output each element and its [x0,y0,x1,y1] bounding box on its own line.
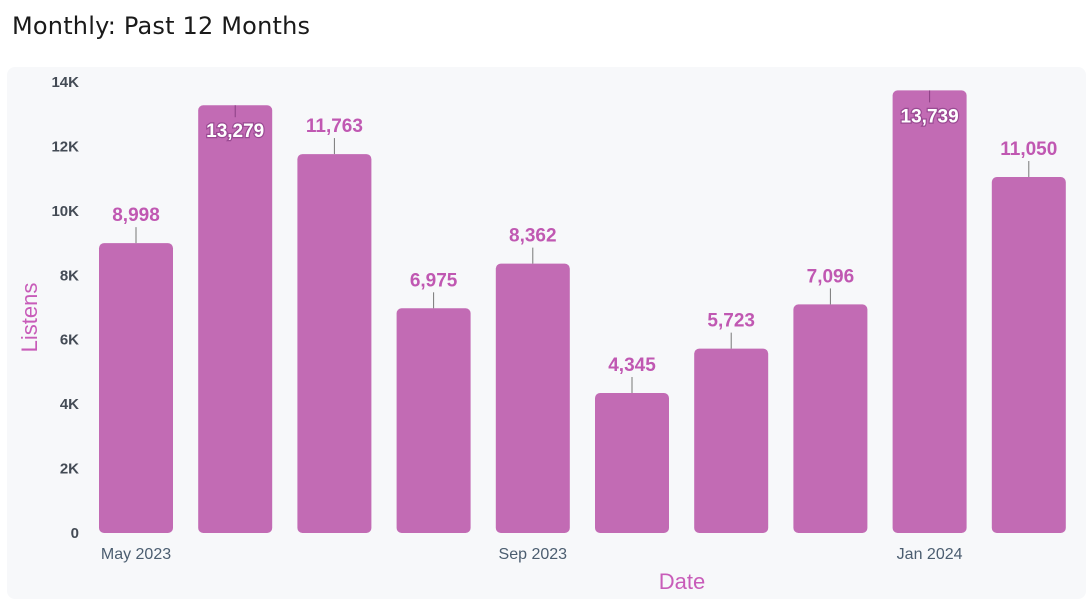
y-tick-label: 14K [51,74,79,91]
bar-value-label: 6,975 [410,270,458,291]
x-axis-title: Date [659,569,705,594]
bar-value-label: 11,763 [306,116,363,137]
bar-value-label: 13,279 [206,121,264,142]
bar [99,243,173,533]
bar-value-label: 8,362 [509,226,557,247]
bar [595,393,669,533]
bar [396,308,471,533]
y-tick-label: 2K [60,461,79,478]
bars: 8,998 13,279 11,763 6,975 8,362 4,345 5,723 7,0… [99,90,1066,533]
x-tick-label: Jan 2024 [897,546,963,563]
bar [495,263,570,533]
bar [297,154,372,533]
x-tick-label: May 2023 [101,546,171,563]
x-axis: May 2023 Sep 2023 Jan 2024 [101,546,963,563]
bar-value-label: 11,050 [1000,139,1057,160]
y-tick-label: 10K [51,203,79,220]
bar [198,105,273,533]
bar [694,348,769,533]
y-tick-label: 12K [51,138,79,155]
y-tick-label: 4K [60,396,79,413]
bar-chart: 0 2K 4K 6K 8K 10K 12K 14K 8,998 13,279 11,763 6,97… [17,74,1066,594]
y-tick-label: 8K [60,267,79,284]
x-tick-label: Sep 2023 [499,546,568,563]
bar-value-label: 4,345 [608,355,656,376]
bar-value-label: 13,739 [901,106,959,127]
bar [793,304,868,533]
bar-value-label: 7,096 [807,266,855,287]
chart-panel: 0 2K 4K 6K 8K 10K 12K 14K 8,998 13,279 11,763 6,97… [7,67,1086,599]
bar-value-label: 5,723 [707,311,755,332]
y-axis: 0 2K 4K 6K 8K 10K 12K 14K [51,74,79,542]
y-tick-label: 6K [60,332,79,349]
bar [892,90,967,533]
bar [991,177,1066,533]
y-tick-label: 0 [71,525,79,542]
bar-value-label: 8,998 [112,205,160,226]
y-axis-title: Listens [17,283,42,353]
page-title: Monthly: Past 12 Months [12,12,311,40]
